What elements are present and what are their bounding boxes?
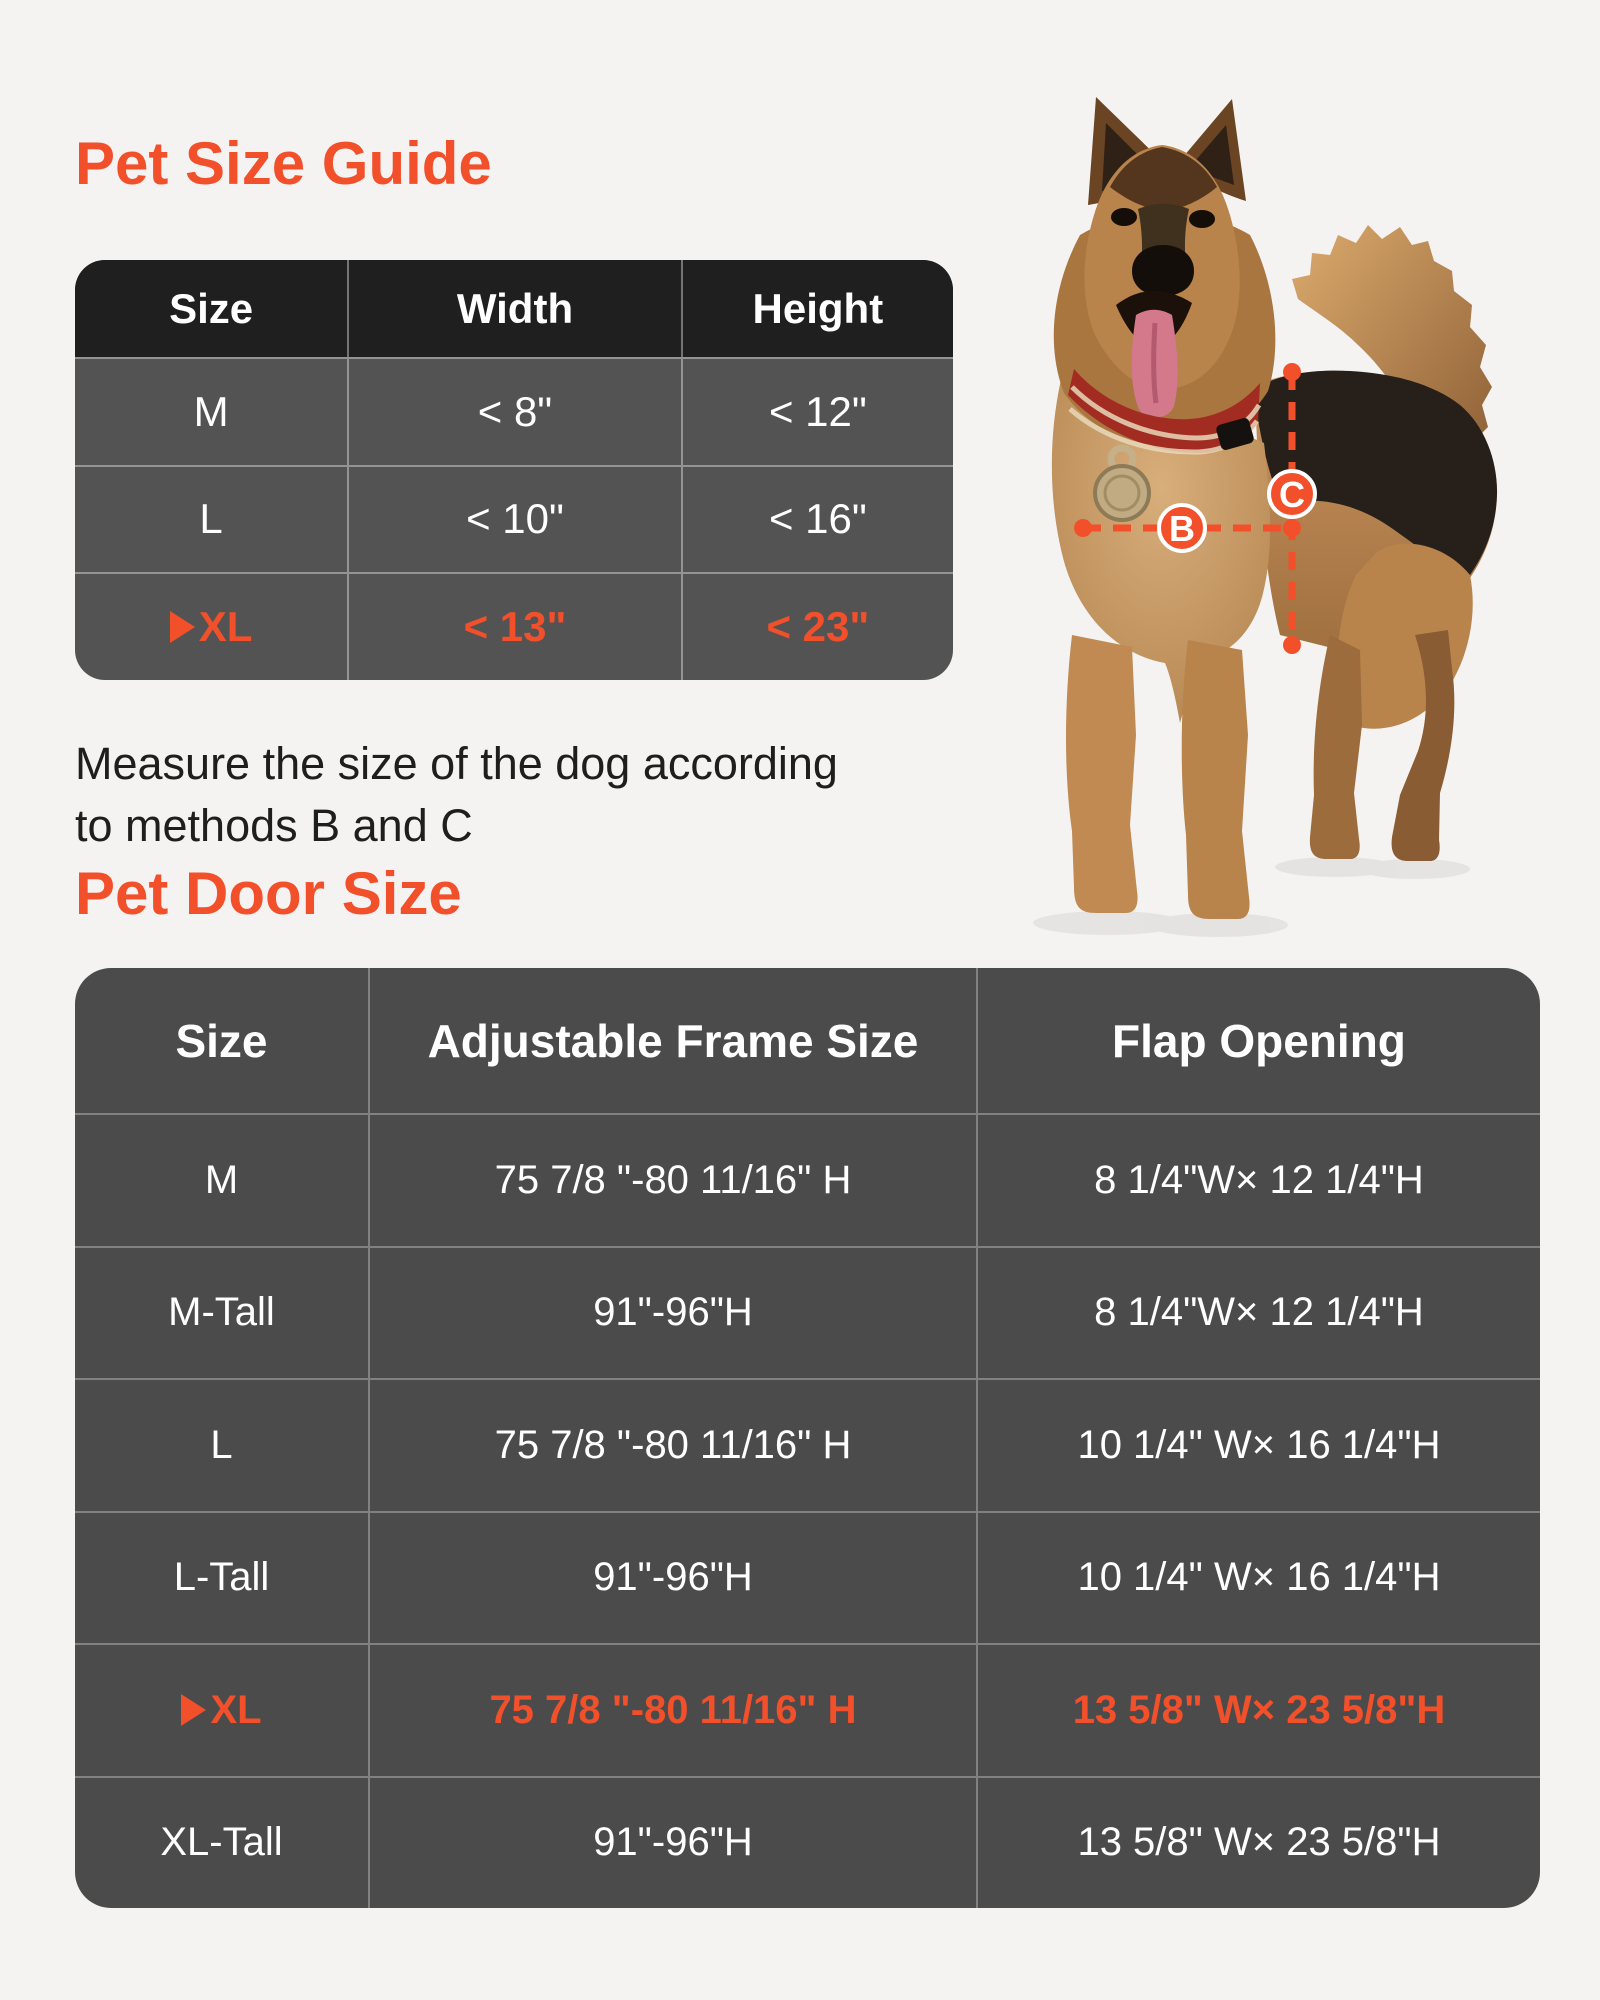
measure-note: Measure the size of the dog according to… [75,733,838,857]
pet-size-table: Size Width Height M < 8" < 12" L < 10" <… [75,260,953,680]
ground-shadow [1033,857,1470,937]
label-c: C [1279,474,1305,515]
dog-tongue-crease [1151,322,1159,404]
measure-note-line2: to methods B and C [75,800,473,851]
table-cell-xl: < 13" [347,572,681,680]
table-cell: XL-Tall [75,1775,368,1909]
table-cell: L [75,464,348,573]
table-cell-xl: < 23" [680,572,953,680]
collar-tag [1093,464,1151,522]
dog-rear-leg-near [1309,635,1362,859]
label-b: B [1169,508,1195,549]
line-c-bottom-dot [1283,636,1301,654]
table-cell: < 8" [347,357,681,465]
table-cell: 10 1/4" W× 16 1/4"H [975,1378,1540,1511]
table-cell: < 12" [680,357,953,465]
dog-rear-leg-far [1391,630,1455,861]
table-cell-xl: 13 5/8" W× 23 5/8"H [975,1643,1540,1776]
collar-band [1068,369,1260,453]
table-cell: 13 5/8" W× 23 5/8"H [975,1775,1540,1908]
table-cell: 75 7/8 "-80 11/16" H [368,1113,976,1246]
pet-door-size-table: Size Adjustable Frame Size Flap Opening … [75,968,1540,1908]
table-cell: M [75,1113,368,1246]
dog-front-leg-right [1181,640,1250,919]
table-cell: 91"-96"H [368,1510,976,1643]
dog-eye-right [1189,210,1215,228]
table-cell: < 10" [347,464,681,573]
table-cell: 91"-96"H [368,1775,976,1908]
table-cell: L [75,1378,368,1511]
table-cell: L-Tall [75,1510,368,1644]
dog-front-leg-left [1066,635,1138,913]
page-title-2: Pet Door Size [75,860,462,927]
table-cell: M [75,357,348,465]
table-cell-xl: 75 7/8 "-80 11/16" H [368,1643,976,1776]
table-cell: < 16" [680,464,953,573]
dog-saddle [1253,370,1498,575]
collar-buckle [1216,418,1254,450]
line-b-end-dot [1283,519,1301,537]
line-c-top-dot [1283,363,1301,381]
xl-marker-icon [181,1694,207,1727]
table-cell: 10 1/4" W× 16 1/4"H [975,1510,1540,1643]
xl-marker-icon [169,611,195,644]
table-cell: 8 1/4"W× 12 1/4"H [975,1245,1540,1378]
dog-forehead-mask [1110,147,1217,211]
dog-eye-left [1111,208,1137,226]
dog-photo: B C [1033,97,1498,937]
dog-collar [1068,369,1262,522]
table-cell-xl: XL [75,572,348,680]
line-b-start-dot [1074,519,1092,537]
measure-note-line1: Measure the size of the dog according [75,738,838,789]
table-cell-label: XL [210,1687,262,1732]
column-header: Flap Opening [975,968,1540,1113]
dog-nose [1132,245,1194,296]
label-c-badge [1267,469,1317,519]
measurement-overlay: B C [1074,363,1317,654]
table-cell: M-Tall [75,1245,368,1379]
dog-head [1053,97,1276,445]
collar-tag-detail [1103,474,1141,512]
column-header: Height [680,260,953,357]
table-cell-label: XL [198,603,253,651]
table-cell: 8 1/4"W× 12 1/4"H [975,1113,1540,1246]
table-cell: 91"-96"H [368,1245,976,1378]
column-header: Size [175,1014,268,1067]
column-header: Size [75,260,348,357]
table-cell: 75 7/8 "-80 11/16" H [368,1378,976,1511]
label-b-badge [1157,503,1207,553]
page-title: Pet Size Guide [75,130,492,197]
table-cell-xl: XL [75,1643,368,1776]
column-header: Adjustable Frame Size [368,968,976,1113]
column-header: Width [347,260,681,357]
dog-chest [1051,363,1271,723]
